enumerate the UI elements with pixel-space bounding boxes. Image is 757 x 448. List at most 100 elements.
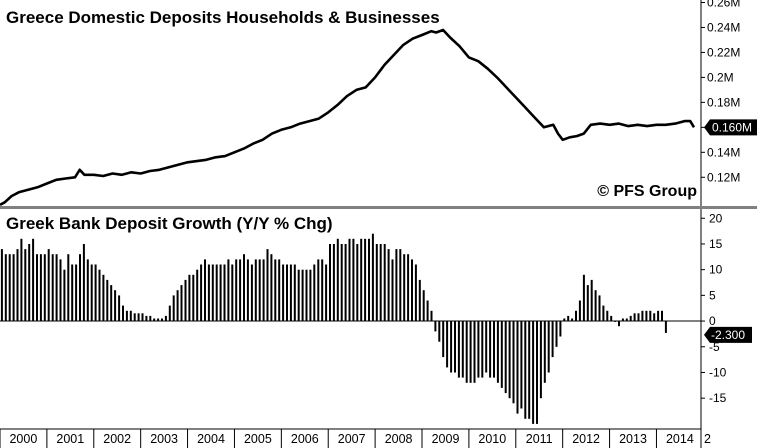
growth-bar	[215, 264, 218, 321]
growth-bar	[289, 264, 292, 321]
growth-bar	[239, 259, 242, 322]
growth-bar	[254, 259, 257, 322]
growth-bar	[28, 244, 31, 322]
growth-bar	[414, 264, 417, 321]
growth-bar	[442, 321, 445, 358]
growth-bar	[340, 244, 343, 322]
growth-bar	[336, 238, 339, 321]
growth-bar	[614, 321, 617, 322]
growth-bar	[454, 321, 456, 373]
growth-bar	[227, 259, 230, 322]
growth-bar	[633, 313, 636, 321]
growth-bar	[286, 264, 288, 321]
growth-bar	[317, 259, 320, 322]
growth-bar	[204, 259, 206, 322]
growth-bar	[98, 269, 101, 322]
growth-bar	[24, 249, 27, 322]
growth-bar	[438, 321, 441, 342]
growth-bar	[32, 238, 35, 321]
growth-bar	[207, 264, 210, 321]
growth-bar	[278, 259, 281, 322]
growth-bar	[536, 321, 538, 424]
growth-bar	[434, 321, 437, 332]
growth-bar	[168, 305, 171, 321]
growth-bar	[653, 313, 656, 321]
x-tick-label: 2010	[478, 432, 506, 446]
growth-panel: Greek Bank Deposit Growth (Y/Y % Chg) 20…	[0, 211, 752, 448]
growth-bar	[250, 264, 253, 321]
growth-bar	[246, 259, 249, 322]
growth-bar	[575, 310, 577, 322]
growth-bar	[309, 269, 312, 322]
growth-bar	[321, 259, 324, 322]
growth-last-value-text: -2.300	[711, 328, 745, 342]
growth-bar	[39, 254, 42, 321]
growth-bar	[172, 295, 175, 322]
growth-bar	[559, 321, 562, 337]
growth-chart-title: Greek Bank Deposit Growth (Y/Y % Chg)	[6, 214, 333, 233]
growth-bar	[161, 318, 163, 322]
x-tick-label: 2013	[619, 432, 647, 446]
x-tick-label: 2011	[526, 432, 553, 446]
growth-bar	[418, 279, 421, 321]
growth-bar	[461, 321, 464, 378]
x-tick-label: 2002	[103, 432, 131, 446]
growth-bar	[188, 274, 191, 322]
growth-bar	[524, 321, 527, 419]
deposits-last-value-text: 0.160M	[712, 120, 752, 134]
growth-bar	[504, 321, 507, 394]
growth-bar	[47, 249, 50, 322]
growth-bar	[122, 305, 124, 321]
growth-bar	[493, 321, 495, 378]
growth-bar	[563, 318, 566, 322]
growth-bar	[102, 274, 105, 322]
growth-bar	[360, 238, 363, 321]
growth-y-ticks: 20 15 10 5 0 -5 -10 -15	[701, 211, 727, 405]
deposits-y-tick-label: 0.26M	[707, 0, 740, 9]
x-tick-label: 2008	[385, 432, 413, 446]
growth-bar	[618, 321, 620, 327]
growth-bar	[8, 254, 11, 321]
growth-bar	[67, 254, 70, 321]
x-tick-label: 2009	[432, 432, 460, 446]
growth-bar	[586, 285, 589, 322]
x-tick-label: 2003	[150, 432, 178, 446]
growth-bar	[411, 259, 413, 322]
growth-bar	[114, 290, 117, 321]
growth-y-tick-label: 20	[709, 211, 723, 225]
growth-y-tick-label: 0	[709, 314, 716, 328]
growth-bar	[266, 249, 269, 322]
growth-y-tick-label: 5	[709, 288, 716, 302]
growth-bar	[223, 264, 226, 321]
growth-bar	[118, 295, 121, 322]
growth-bar	[86, 259, 89, 322]
growth-bar	[4, 254, 7, 321]
growth-bar	[383, 244, 386, 322]
deposits-y-tick-label: 0.18M	[707, 95, 740, 109]
growth-bar	[274, 259, 277, 322]
growth-bar	[516, 321, 519, 414]
x-tick-label: 2	[704, 432, 711, 446]
growth-bar	[496, 321, 499, 383]
growth-bar	[75, 264, 78, 321]
growth-bar	[368, 238, 370, 321]
growth-bar	[375, 244, 378, 322]
growth-bar	[129, 310, 132, 322]
deposits-y-tick-label: 0.12M	[707, 170, 740, 184]
growth-y-tick-label: -15	[709, 391, 727, 405]
growth-bar	[235, 259, 238, 322]
growth-bar	[305, 269, 308, 322]
x-axis-ticks: 2000 2001 2002 2003 2004 2005 2006 2007 2008 2009…	[0, 429, 711, 448]
growth-bar	[473, 321, 476, 383]
growth-bar	[219, 264, 222, 321]
growth-bar	[578, 300, 581, 322]
growth-bar	[469, 321, 472, 383]
growth-bar	[571, 318, 574, 322]
growth-bar	[547, 321, 550, 373]
deposits-series-line	[0, 28, 696, 206]
growth-bar	[391, 259, 394, 322]
growth-bar	[621, 318, 624, 322]
growth-y-tick-label: -10	[709, 365, 727, 379]
